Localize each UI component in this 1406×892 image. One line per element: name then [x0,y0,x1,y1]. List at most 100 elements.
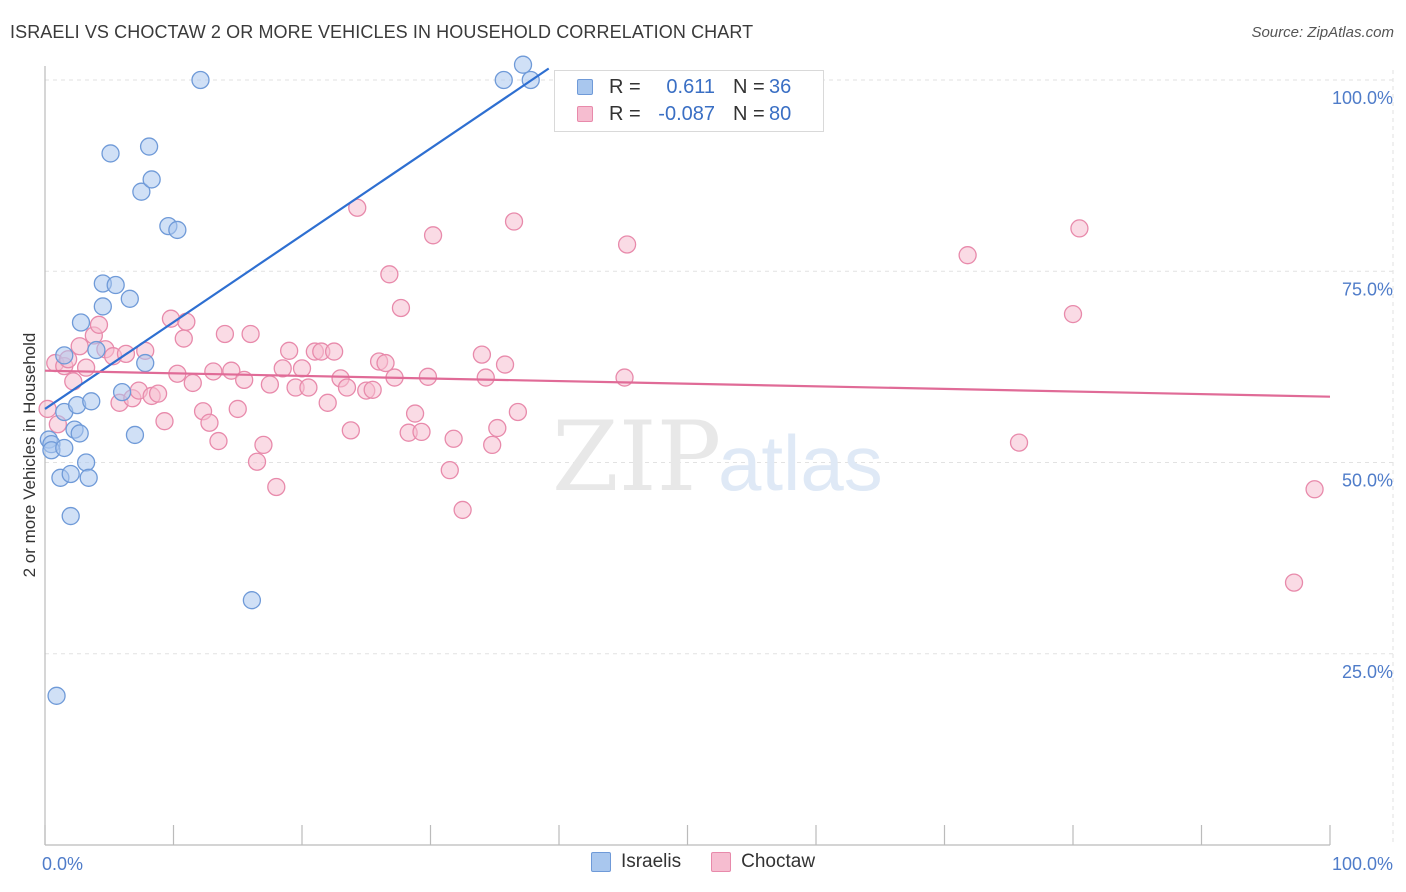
data-point [191,70,210,90]
data-point [260,375,280,394]
data-point [254,435,273,455]
x-tick-label: 0.0% [42,854,83,874]
data-point [273,359,292,378]
legend-row-choctaw: R = -0.087 N = 80 [577,102,791,126]
data-point [76,358,96,377]
data-point [148,384,168,403]
data-point [209,431,228,451]
data-point [61,464,80,484]
data-point [508,402,528,422]
data-point [70,337,89,356]
data-point [61,506,80,526]
chart-title: ISRAELI VS CHOCTAW 2 OR MORE VEHICLES IN… [10,22,754,42]
data-point [228,399,247,419]
data-point [405,404,425,423]
data-point [204,362,223,381]
data-point [64,372,83,391]
trend-line [44,369,1331,398]
data-point [1009,433,1029,452]
data-point [120,289,139,308]
data-point [958,246,977,265]
watermark: ZIP atlas [552,401,883,513]
data-point [324,342,344,361]
trend-lines [44,67,1331,410]
data-point [125,425,145,445]
data-point [89,315,109,334]
x-tick-label: 100.0% [1332,854,1393,874]
data-point [495,355,515,374]
data-point [215,324,235,344]
data-point [200,413,219,432]
data-point [423,226,443,245]
source-label: Source: ZipAtlas.com [1251,24,1394,41]
data-point [617,235,637,254]
data-point [292,359,312,378]
data-point [71,313,91,332]
data-point [472,345,492,364]
legend-swatch-choctaw [711,852,732,872]
data-point [1063,304,1083,324]
data-point [55,346,74,365]
data-point [136,353,155,373]
data-point [483,435,502,455]
legend-n-label: N = [733,75,765,98]
stats-legend: R = 0.611 N = 36 R = -0.087 N = 80 [554,70,824,132]
series-legend: Israelis Choctaw [0,851,1406,873]
y-tick-label: 25.0% [1342,662,1393,682]
data-point [177,312,196,331]
legend-r-value: 0.611 [666,75,715,98]
data-point [93,297,112,316]
data-point [391,298,411,318]
data-point [279,341,299,360]
data-point [155,412,174,431]
data-point [142,170,161,189]
data-point [380,265,399,284]
legend-item-israelis[interactable]: Israelis [590,851,681,873]
data-point [476,368,495,387]
data-point [504,212,524,231]
data-point [101,144,120,163]
data-point [444,429,463,448]
points [38,55,1324,705]
legend-n-value: 80 [769,102,792,125]
data-point [183,373,202,393]
data-point [76,453,96,472]
data-point [418,367,438,386]
legend-swatch-choctaw [577,106,593,122]
y-axis-label: 2 or more Vehicles in Household [20,333,39,578]
data-point [348,198,367,217]
data-point [453,500,472,520]
watermark-atlas: atlas [718,419,883,507]
data-point [440,460,459,480]
data-point [242,591,262,610]
data-point [299,378,318,397]
data-point [1070,219,1089,238]
legend-label-choctaw: Choctaw [741,851,816,872]
legend-swatch-israelis [590,852,611,872]
legend-r-value: -0.087 [658,102,715,125]
legend-n-value: 36 [769,75,792,98]
trend-line [44,67,550,410]
legend-n-label: N = [733,102,765,125]
data-point [168,220,187,240]
data-point [55,438,74,458]
data-point [494,70,513,90]
legend-row-israelis: R = 0.611 N = 36 [577,75,791,99]
watermark-zip: ZIP [552,401,721,513]
data-point [247,452,267,471]
legend-r-label: R = [609,75,641,98]
data-point [79,468,98,487]
data-point [363,380,382,399]
data-point [267,477,286,497]
legend-swatch-israelis [577,79,593,95]
data-point [139,137,159,156]
data-point [376,353,395,373]
data-point [82,392,101,411]
data-point [87,340,106,360]
data-point [241,324,260,344]
legend-r-label: R = [609,102,641,125]
legend-item-choctaw[interactable]: Choctaw [711,851,815,873]
data-point [47,686,66,705]
tick-labels: 25.0% 50.0% 75.0% 100.0% 0.0% 100.0% [42,88,1393,874]
